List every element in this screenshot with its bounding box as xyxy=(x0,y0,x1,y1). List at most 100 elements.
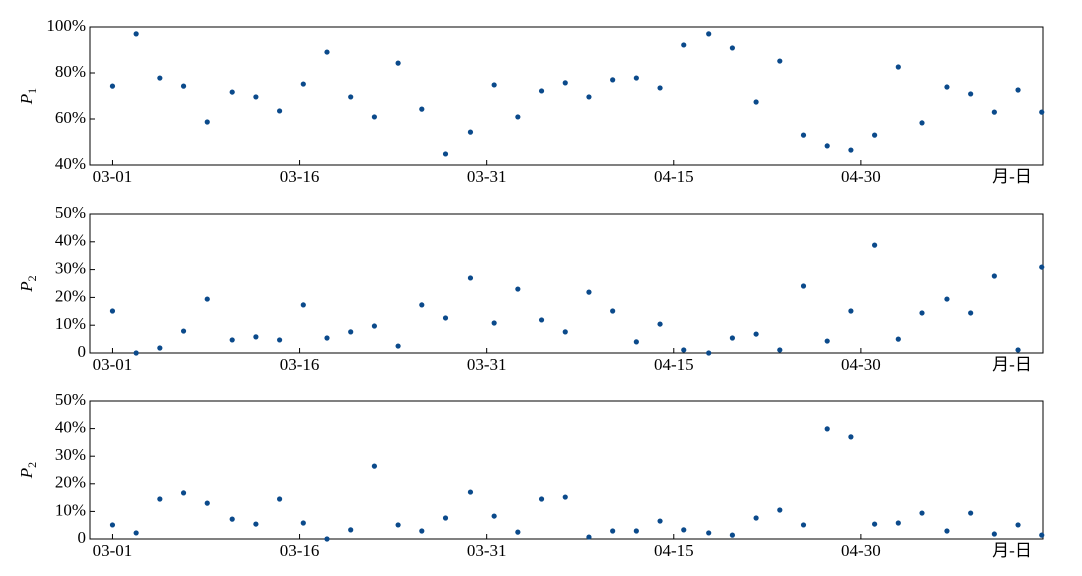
point xyxy=(944,296,950,302)
y-tick-label: 20% xyxy=(55,286,86,305)
x-tick-label: 03-01 xyxy=(93,355,133,374)
point xyxy=(395,60,401,66)
point xyxy=(968,310,974,316)
point xyxy=(133,530,139,536)
point xyxy=(1015,522,1021,528)
plot-frame xyxy=(89,26,1044,166)
point xyxy=(157,75,163,81)
point xyxy=(253,334,259,340)
y-tick-label: 50% xyxy=(55,203,86,222)
x-tick-label: 04-30 xyxy=(841,167,881,186)
point xyxy=(491,320,497,326)
x-tick-label: 04-30 xyxy=(841,355,881,374)
point xyxy=(515,114,521,120)
point xyxy=(753,331,759,337)
y-tick-label: 40% xyxy=(55,418,86,437)
point xyxy=(800,283,807,289)
y-tick-label: 0 xyxy=(78,342,87,361)
point xyxy=(109,308,116,314)
point xyxy=(562,329,568,335)
point xyxy=(180,328,187,334)
point xyxy=(467,129,474,135)
point xyxy=(109,522,116,528)
point xyxy=(229,337,235,343)
point xyxy=(848,434,854,440)
point xyxy=(800,522,807,528)
point xyxy=(157,345,163,351)
point xyxy=(729,45,736,51)
point xyxy=(991,273,997,279)
point xyxy=(657,518,663,524)
point xyxy=(895,64,901,70)
point xyxy=(277,496,283,502)
y-label-base: P xyxy=(17,468,36,479)
y-tick-label: 30% xyxy=(55,445,86,464)
point xyxy=(515,529,521,535)
y-tick-label: 20% xyxy=(55,473,86,492)
point xyxy=(491,513,497,519)
point xyxy=(895,520,901,526)
x-tick-label: 03-31 xyxy=(467,541,507,560)
point xyxy=(538,88,545,94)
point xyxy=(324,536,330,542)
point xyxy=(657,85,663,91)
point xyxy=(277,108,283,114)
y-tick-label: 30% xyxy=(55,259,86,278)
point xyxy=(109,83,116,89)
point xyxy=(204,296,210,302)
point xyxy=(991,531,997,537)
point xyxy=(562,494,568,500)
point xyxy=(872,521,878,527)
point xyxy=(729,335,736,341)
y-tick-label: 10% xyxy=(55,314,86,333)
y-axis-label: P2 xyxy=(17,462,39,479)
point xyxy=(538,317,545,323)
point xyxy=(229,516,235,522)
y-tick-label: 100% xyxy=(46,16,86,35)
point xyxy=(371,114,378,120)
y-tick-label: 80% xyxy=(55,62,86,81)
point xyxy=(633,339,639,345)
point xyxy=(753,515,759,521)
point xyxy=(586,94,592,100)
point xyxy=(300,81,306,87)
x-tick-label: 03-31 xyxy=(467,355,507,374)
x-tick-label: 04-15 xyxy=(654,167,694,186)
point xyxy=(1015,347,1021,353)
point xyxy=(180,490,187,496)
x-axis-label: 月-日 xyxy=(992,355,1032,374)
point xyxy=(991,109,997,115)
point xyxy=(681,347,687,353)
point xyxy=(491,82,497,88)
x-tick-label: 03-16 xyxy=(280,541,320,560)
point xyxy=(968,91,974,97)
point xyxy=(657,321,663,327)
point xyxy=(300,302,306,308)
point xyxy=(944,528,950,534)
point xyxy=(824,338,830,344)
point xyxy=(348,94,354,100)
point xyxy=(133,31,139,37)
x-tick-label: 03-16 xyxy=(280,167,320,186)
x-tick-label: 03-16 xyxy=(280,355,320,374)
point xyxy=(968,510,974,516)
point xyxy=(706,31,712,37)
x-tick-label: 04-30 xyxy=(841,541,881,560)
point xyxy=(848,308,854,314)
point xyxy=(277,337,283,343)
y-label-sub: 2 xyxy=(25,462,39,468)
point xyxy=(442,151,449,157)
point xyxy=(706,350,712,356)
point xyxy=(872,132,878,138)
point xyxy=(729,532,736,538)
y-tick-label: 40% xyxy=(55,154,86,173)
point xyxy=(442,315,449,321)
point xyxy=(442,515,449,521)
point xyxy=(467,275,474,281)
point xyxy=(538,496,545,502)
y-tick-label: 10% xyxy=(55,500,86,519)
x-tick-label: 04-15 xyxy=(654,355,694,374)
point xyxy=(133,350,139,356)
y-tick-label: 40% xyxy=(55,231,86,250)
